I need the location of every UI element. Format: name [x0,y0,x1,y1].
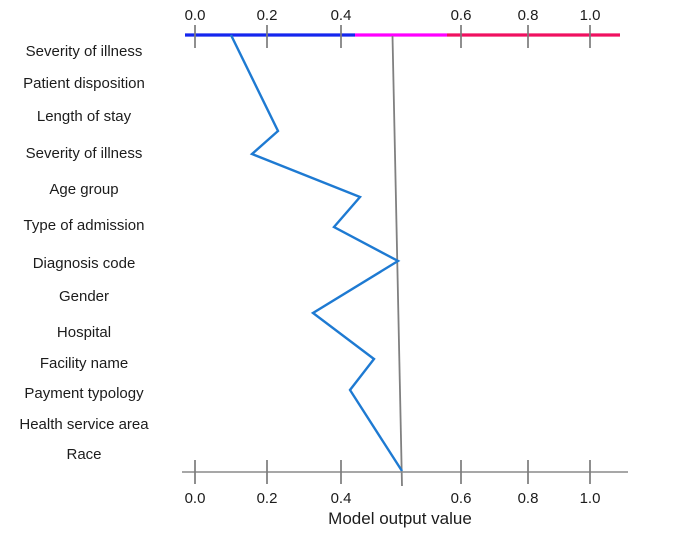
feature-label: Health service area [19,416,149,433]
feature-label: Severity of illness [26,145,143,162]
feature-labels: Severity of illness Patient disposition Le… [19,43,149,463]
feature-label: Race [66,446,101,463]
top-tick-label: 0.8 [518,7,539,24]
top-tick-label: 0.0 [185,7,206,24]
decision-line [229,34,404,472]
feature-label: Payment typology [24,385,144,402]
top-axis: 0.0 0.2 0.4 0.6 0.8 1.0 [185,7,601,48]
x-axis-title: Model output value [328,509,472,528]
bottom-tick-label: 0.4 [331,490,352,507]
top-tick-label: 0.2 [257,7,278,24]
feature-label: Patient disposition [23,75,145,92]
bottom-tick-label: 0.2 [257,490,278,507]
feature-label: Diagnosis code [33,255,136,272]
bottom-tick-label: 0.0 [185,490,206,507]
top-tick-label: 0.4 [331,7,352,24]
feature-label: Hospital [57,324,111,341]
bottom-tick-label: 0.6 [451,490,472,507]
decision-line-group [229,34,404,472]
top-tick-label: 0.6 [451,7,472,24]
feature-label: Age group [49,181,118,198]
bottom-axis: 0.0 0.2 0.4 0.6 0.8 1.0 [182,460,628,507]
feature-label: Facility name [40,355,128,372]
bottom-tick-label: 0.8 [518,490,539,507]
feature-label: Severity of illness [26,43,143,60]
top-tick-label: 1.0 [580,7,601,24]
feature-label: Gender [59,288,109,305]
feature-label: Type of admission [24,217,145,234]
bottom-tick-label: 1.0 [580,490,601,507]
feature-label: Length of stay [37,108,132,125]
